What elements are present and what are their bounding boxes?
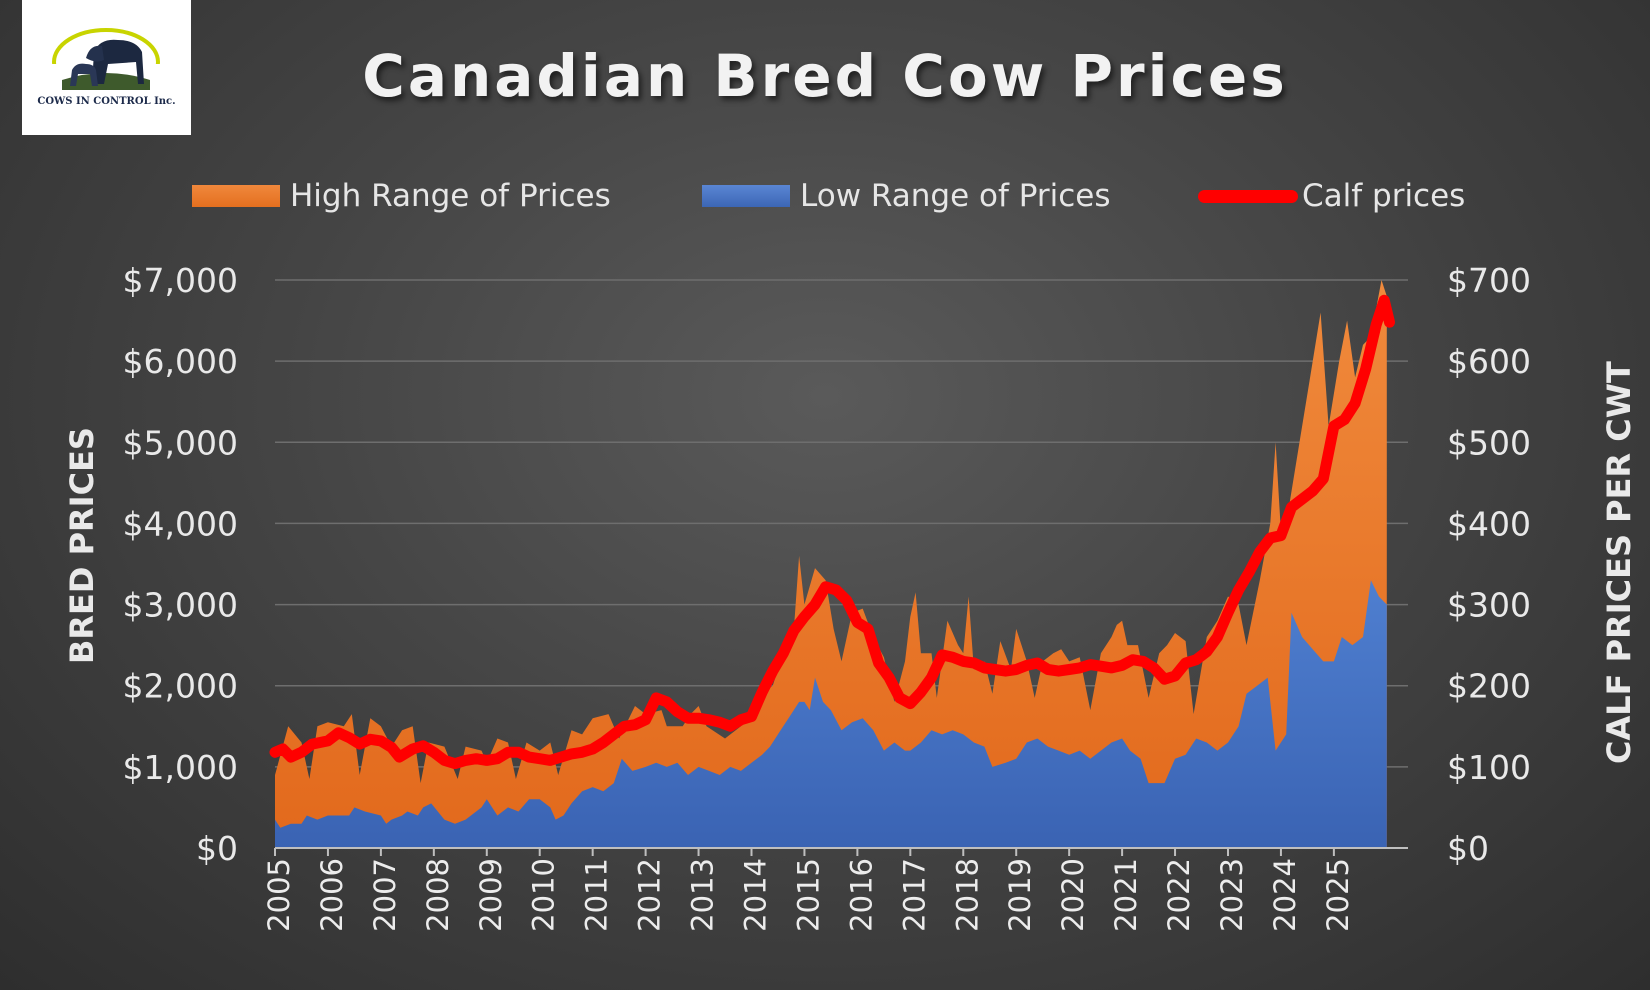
y-right-tick-label: $500 [1447,423,1531,462]
x-tick-label: 2006 [315,858,349,932]
axes: $0 $1,000 $2,000 $3,000 $4,000 $5,000 $6,000 $7… [123,261,1531,932]
x-tick-label: 2014 [738,858,772,932]
y-left-tick-label: $6,000 [123,342,238,381]
x-tick-label: 2008 [421,858,455,932]
y-left-tick-label: $7,000 [123,261,238,300]
x-tick-label: 2016 [844,858,878,932]
chart-title: Canadian Bred Cow Prices [362,42,1288,110]
company-logo: COWS IN CONTROL Inc. [22,0,191,135]
y-right-tick-label: $600 [1447,342,1531,381]
y-right-tick-label: $0 [1447,829,1489,868]
x-tick-label: 2019 [1003,858,1037,932]
x-tick-label: 2025 [1321,858,1355,932]
x-tick-label: 2013 [686,858,720,932]
y-right-tick-label: $300 [1447,586,1531,625]
y-left-tick-label: $3,000 [123,586,238,625]
legend-swatch-high-range [192,185,280,207]
y-left-tick-label: $0 [196,829,238,868]
x-tick-label: 2022 [1162,858,1196,932]
y-right-tick-label: $400 [1447,504,1531,543]
y-left-tick-label: $4,000 [123,504,238,543]
high-range-area [275,280,1387,848]
x-tick-label: 2018 [950,858,984,932]
y-left-tick-label: $2,000 [123,667,238,706]
x-tick-label: 2024 [1268,858,1302,932]
y-left-tick-label: $1,000 [123,748,238,787]
x-tick-label: 2020 [1056,858,1090,932]
legend-label-low-range: Low Range of Prices [800,178,1111,214]
cattle-logo-icon [52,28,160,96]
x-tick-label: 2015 [791,858,825,932]
y-right-tick-label: $100 [1447,748,1531,787]
calf-prices-line [269,294,1395,770]
x-tick-label: 2012 [633,858,667,932]
x-tick-label: 2011 [580,858,614,932]
logo-text: COWS IN CONTROL Inc. [37,96,176,107]
x-tick-label: 2017 [897,858,931,932]
low-range-area [275,580,1387,848]
x-tick-label: 2010 [527,858,561,932]
legend-label-calf-prices: Calf prices [1302,178,1466,214]
area-series [275,280,1387,848]
legend-item-low-range: Low Range of Prices [702,172,1111,220]
x-tick-label: 2005 [262,858,296,932]
y-left-tick-label: $5,000 [123,423,238,462]
legend-swatch-calf-prices [1198,189,1298,203]
legend-item-high-range: High Range of Prices [192,172,611,220]
x-tick-label: 2007 [368,858,402,932]
line-series [269,294,1395,770]
legend-swatch-low-range [702,185,790,207]
legend: High Range of Prices Low Range of Prices… [0,172,1650,220]
legend-item-calf-prices: Calf prices [1198,172,1465,220]
y-right-tick-label: $700 [1447,261,1531,300]
y-right-tick-label: $200 [1447,667,1531,706]
x-tick-label: 2009 [474,858,508,932]
x-tick-label: 2023 [1215,858,1249,932]
x-tick-label: 2021 [1109,858,1143,932]
legend-label-high-range: High Range of Prices [290,178,611,214]
